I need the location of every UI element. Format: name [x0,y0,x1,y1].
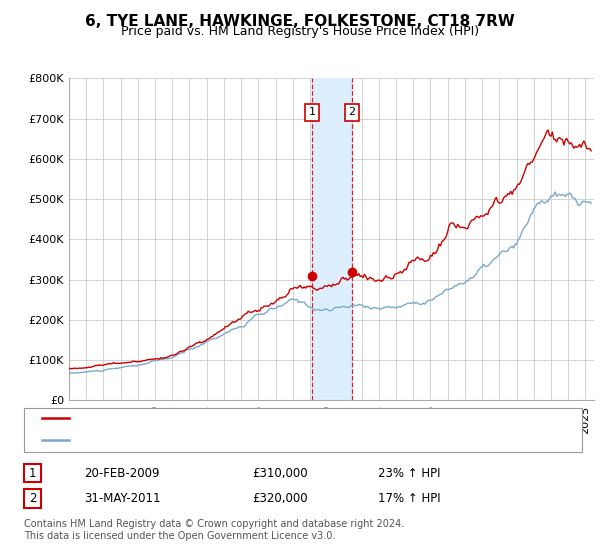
Text: Price paid vs. HM Land Registry's House Price Index (HPI): Price paid vs. HM Land Registry's House … [121,25,479,38]
Text: 6, TYE LANE, HAWKINGE, FOLKESTONE, CT18 7RW: 6, TYE LANE, HAWKINGE, FOLKESTONE, CT18 … [85,14,515,29]
Text: 1: 1 [29,466,36,480]
Text: £310,000: £310,000 [252,466,308,480]
Text: 2: 2 [29,492,36,505]
Text: This data is licensed under the Open Government Licence v3.0.: This data is licensed under the Open Gov… [24,531,335,542]
Text: Contains HM Land Registry data © Crown copyright and database right 2024.: Contains HM Land Registry data © Crown c… [24,519,404,529]
Text: 17% ↑ HPI: 17% ↑ HPI [378,492,440,505]
Text: 6, TYE LANE, HAWKINGE, FOLKESTONE, CT18 7RW (detached house): 6, TYE LANE, HAWKINGE, FOLKESTONE, CT18 … [75,413,457,423]
Bar [312,78,352,400]
Text: 2: 2 [348,107,355,117]
Text: 23% ↑ HPI: 23% ↑ HPI [378,466,440,480]
Text: 1: 1 [309,107,316,117]
Text: £320,000: £320,000 [252,492,308,505]
Text: 20-FEB-2009: 20-FEB-2009 [84,466,160,480]
Text: HPI: Average price, detached house, Folkestone and Hythe: HPI: Average price, detached house, Folk… [75,435,403,445]
Text: 31-MAY-2011: 31-MAY-2011 [84,492,161,505]
